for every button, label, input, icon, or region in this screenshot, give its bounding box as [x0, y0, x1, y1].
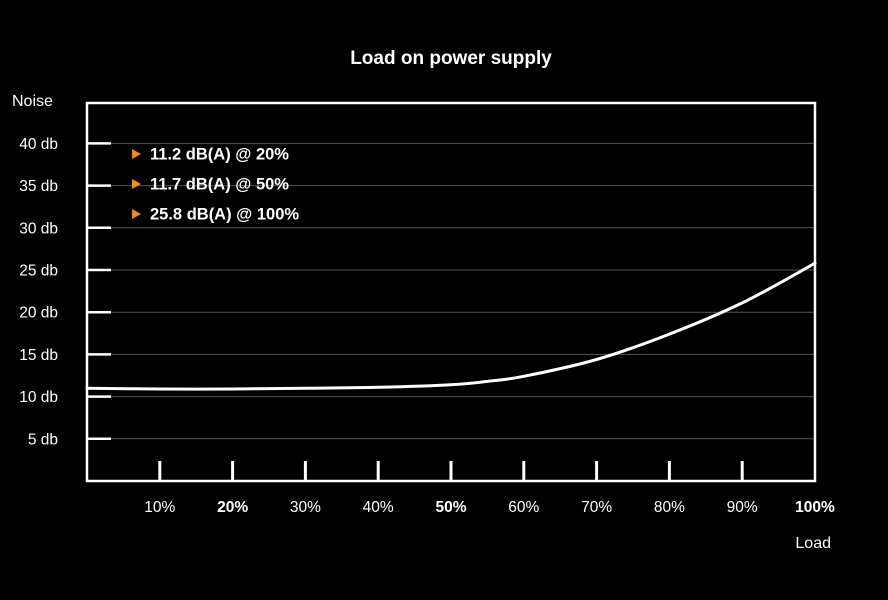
- x-tick-label: 40%: [363, 499, 394, 516]
- annotation-text: 11.7 dB(A) @ 50%: [150, 176, 289, 194]
- y-tick-label: 35 db: [19, 178, 58, 195]
- y-tick-label: 30 db: [19, 220, 58, 237]
- y-tick-label: 25 db: [19, 263, 58, 280]
- play-arrow-icon: [132, 209, 141, 219]
- x-tick-label: 50%: [435, 499, 466, 516]
- annotation-text: 25.8 dB(A) @ 100%: [150, 206, 299, 224]
- x-tick-label: 10%: [144, 499, 175, 516]
- y-axis-label: Noise: [12, 93, 53, 110]
- play-arrow-icon: [132, 149, 141, 159]
- x-ticks: 10% 20% 30% 40% 50% 60% 70% 80% 90% 100%: [144, 461, 835, 516]
- play-arrow-icon: [132, 179, 141, 189]
- annotations: 11.2 dB(A) @ 20% 11.7 dB(A) @ 50% 25.8 dB(…: [132, 146, 299, 224]
- x-tick-label: 60%: [508, 499, 539, 516]
- y-tick-label: 15 db: [19, 347, 58, 364]
- y-tick-label: 5 db: [28, 431, 58, 448]
- grid-lines: [87, 142, 815, 440]
- plot-frame: [85, 101, 817, 483]
- x-tick-label: 30%: [290, 499, 321, 516]
- y-tick-label: 10 db: [19, 389, 58, 406]
- y-tick-label: 40 db: [19, 136, 58, 153]
- x-axis-label: Load: [795, 535, 831, 552]
- x-tick-label: 90%: [727, 499, 758, 516]
- y-tick-label: 20 db: [19, 305, 58, 322]
- x-tick-label: 100%: [795, 499, 835, 516]
- x-tick-label: 20%: [217, 499, 248, 516]
- noise-curve: [85, 261, 817, 391]
- x-tick-label: 80%: [654, 499, 685, 516]
- annotation-text: 11.2 dB(A) @ 20%: [150, 146, 289, 164]
- y-ticks: 5 db 10 db 15 db 20 db 25 db 30 db 35 db 40 db: [19, 136, 111, 448]
- x-tick-label: 70%: [581, 499, 612, 516]
- chart-title: Load on power supply: [350, 48, 552, 69]
